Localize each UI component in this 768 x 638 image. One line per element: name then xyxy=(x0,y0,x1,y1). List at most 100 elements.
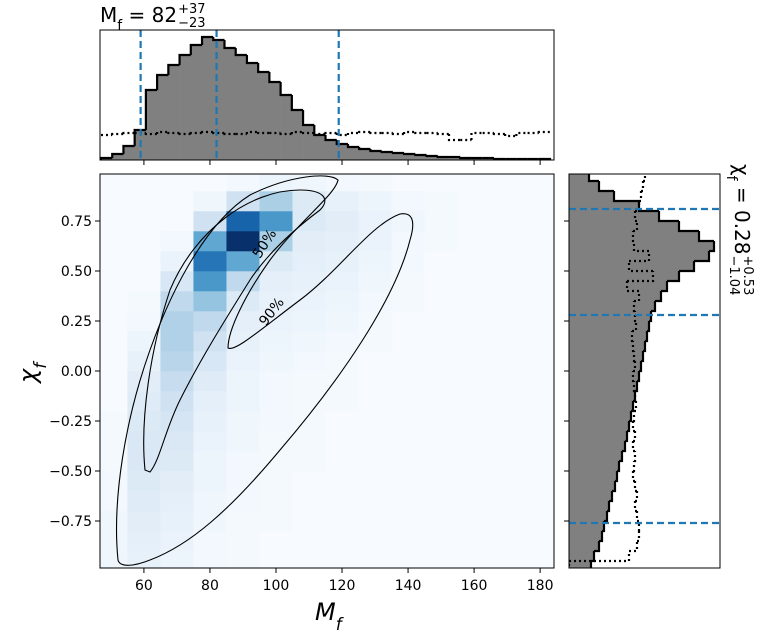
prior-line xyxy=(358,130,371,134)
histogram-outline xyxy=(694,251,711,263)
density-cell xyxy=(490,411,524,432)
histogram-bar xyxy=(569,411,631,422)
density-cell xyxy=(127,291,161,312)
prior-line xyxy=(627,261,653,273)
prior-line xyxy=(402,130,416,134)
density-cell xyxy=(358,291,392,312)
density-cell xyxy=(490,211,524,232)
density-cell xyxy=(160,471,194,492)
histogram-bar xyxy=(569,471,617,482)
density-cell xyxy=(160,431,194,452)
prior-line xyxy=(447,134,461,142)
histogram-outline xyxy=(602,521,606,533)
density-cell xyxy=(325,471,359,492)
density-cell xyxy=(292,251,326,272)
density-cell xyxy=(160,291,194,312)
density-cell xyxy=(160,174,194,192)
title-lower: −23 xyxy=(178,16,205,31)
contour-90 xyxy=(116,175,414,566)
density-cell xyxy=(358,471,392,492)
density-cell xyxy=(457,451,491,472)
subscript: f xyxy=(336,614,345,634)
density-cell xyxy=(259,411,293,432)
histogram-bar xyxy=(202,37,214,160)
plot-area xyxy=(100,30,552,160)
density-cell xyxy=(490,331,524,352)
histogram-bar xyxy=(569,541,599,552)
prior-line xyxy=(637,531,641,543)
density-cell xyxy=(358,351,392,372)
prior-line xyxy=(631,341,635,353)
density-cell xyxy=(127,371,161,392)
density-cell xyxy=(259,291,293,312)
density-cell xyxy=(127,211,161,232)
density-cell xyxy=(259,451,293,472)
density-cell xyxy=(127,271,161,292)
histogram-outline xyxy=(612,481,617,493)
density-cell xyxy=(292,531,326,552)
top-histogram xyxy=(100,30,552,160)
prior-line xyxy=(111,132,124,136)
density-cell xyxy=(259,391,293,412)
density-cell xyxy=(358,391,392,412)
density-cell xyxy=(127,491,161,512)
histogram-bar xyxy=(569,291,661,302)
density-cell xyxy=(424,511,458,532)
density-map xyxy=(100,174,554,568)
density-cell xyxy=(490,251,524,272)
histogram-outline xyxy=(612,191,639,203)
density-cell xyxy=(127,511,161,532)
density-cell xyxy=(358,311,392,332)
density-cell xyxy=(292,331,326,352)
density-cell xyxy=(523,511,554,532)
density-cell xyxy=(490,431,524,452)
density-cell xyxy=(490,371,524,392)
histogram-bar xyxy=(449,157,461,160)
prior-line xyxy=(631,441,635,453)
density-cell xyxy=(457,351,491,372)
density-cell xyxy=(424,471,458,492)
density-cell xyxy=(490,271,524,292)
density-cell xyxy=(424,411,458,432)
histogram-outline xyxy=(651,301,657,313)
prior-line xyxy=(178,132,191,136)
density-cell xyxy=(127,551,161,568)
density-cell xyxy=(391,391,425,412)
density-cell xyxy=(490,511,524,532)
density-cell xyxy=(457,531,491,552)
density-cell xyxy=(100,391,128,412)
prior-line xyxy=(492,132,506,136)
density-cell xyxy=(523,271,554,292)
histogram-bar xyxy=(112,154,124,160)
symbol: M xyxy=(100,3,117,27)
frame xyxy=(99,173,555,569)
density-cell xyxy=(259,431,293,452)
density-cell xyxy=(259,271,293,292)
histogram-bar xyxy=(569,401,633,412)
x-tick-label: 120 xyxy=(329,578,356,594)
histogram-outline xyxy=(647,321,651,333)
histogram-outline xyxy=(617,461,621,473)
histogram-bar xyxy=(325,140,338,160)
density-cell xyxy=(391,451,425,472)
density-cell xyxy=(127,311,161,332)
x-tick-label: 100 xyxy=(263,578,290,594)
density-cell xyxy=(193,291,227,312)
density-cell xyxy=(160,231,194,252)
density-cell xyxy=(424,451,458,472)
density-cell xyxy=(193,391,227,412)
prior-line xyxy=(515,131,528,136)
density-cell xyxy=(457,431,491,452)
histogram-bar xyxy=(569,421,629,432)
y-tick-label: −0.25 xyxy=(49,414,92,430)
density-cell xyxy=(127,531,161,552)
density-cell xyxy=(292,371,326,392)
y-tick-label: 0.50 xyxy=(61,264,92,280)
density-cell xyxy=(358,231,392,252)
density-cell xyxy=(127,251,161,272)
density-cell xyxy=(292,291,326,312)
density-cell xyxy=(100,431,128,452)
density-cell xyxy=(424,311,458,332)
density-cell xyxy=(100,174,128,192)
